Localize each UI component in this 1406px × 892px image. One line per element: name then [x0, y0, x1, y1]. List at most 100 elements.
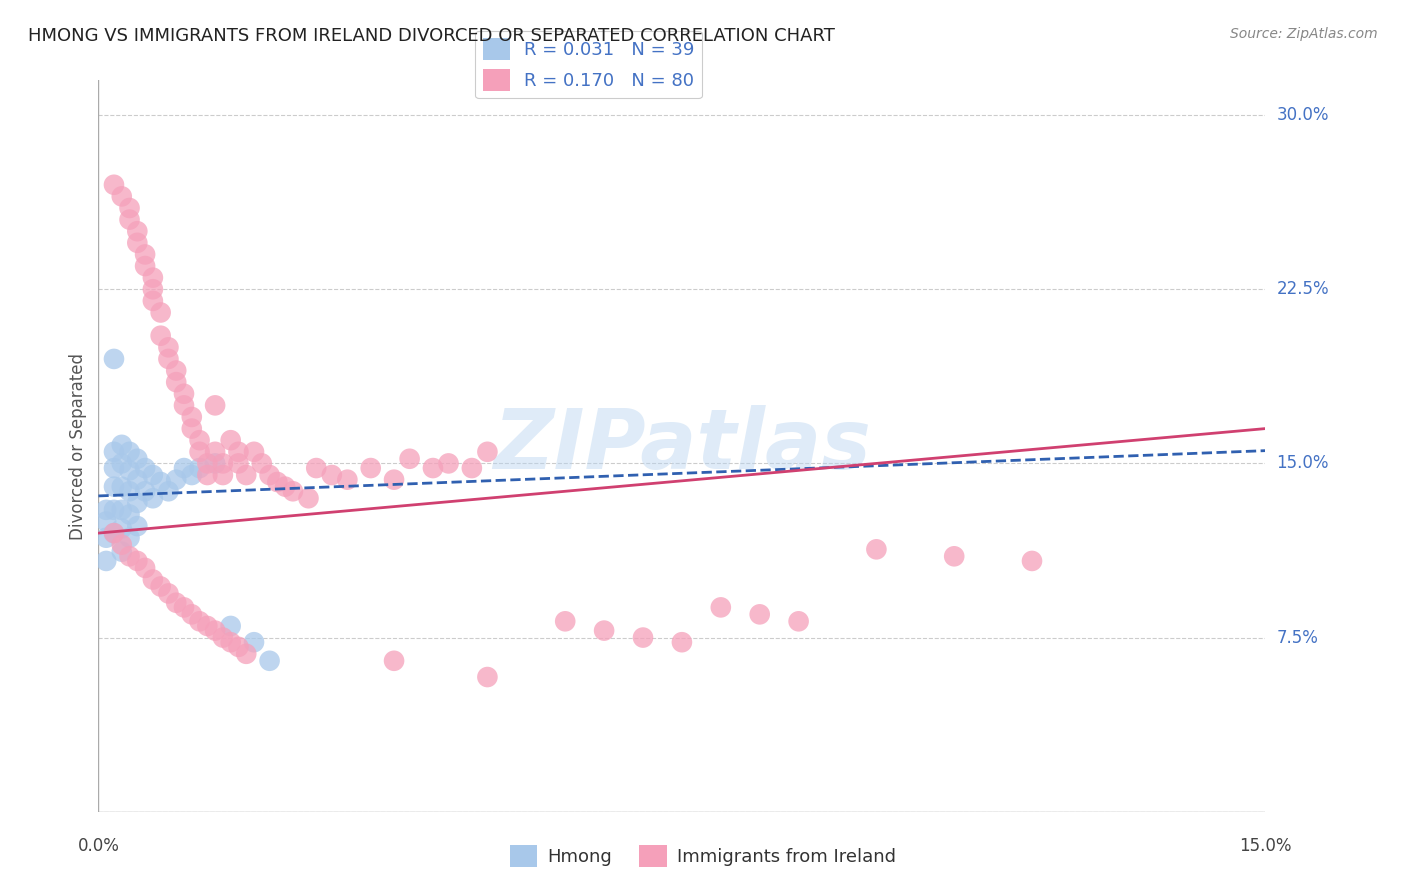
Point — [477, 670, 499, 684]
Point — [336, 473, 359, 487]
Point — [111, 544, 134, 558]
Point — [103, 526, 125, 541]
Point — [134, 461, 156, 475]
Point — [671, 635, 693, 649]
Point — [149, 475, 172, 489]
Point — [118, 531, 141, 545]
Point — [111, 457, 134, 471]
Point — [250, 457, 273, 471]
Point — [142, 293, 165, 308]
Point — [243, 445, 266, 459]
Point — [142, 468, 165, 483]
Point — [204, 398, 226, 412]
Point — [180, 607, 202, 622]
Point — [173, 461, 195, 475]
Point — [111, 538, 134, 552]
Point — [212, 457, 235, 471]
Point — [96, 515, 118, 529]
Point — [142, 270, 165, 285]
Point — [142, 282, 165, 296]
Point — [219, 635, 242, 649]
Point — [188, 445, 211, 459]
Point — [173, 398, 195, 412]
Point — [748, 607, 770, 622]
Y-axis label: Divorced or Separated: Divorced or Separated — [69, 352, 87, 540]
Point — [212, 631, 235, 645]
Point — [195, 468, 218, 483]
Text: Source: ZipAtlas.com: Source: ZipAtlas.com — [1230, 27, 1378, 41]
Point — [259, 468, 281, 483]
Text: ZIPatlas: ZIPatlas — [494, 406, 870, 486]
Point — [149, 579, 172, 593]
Point — [710, 600, 733, 615]
Point — [259, 654, 281, 668]
Point — [134, 259, 156, 273]
Point — [235, 468, 257, 483]
Point — [103, 445, 125, 459]
Point — [180, 421, 202, 435]
Point — [118, 445, 141, 459]
Point — [274, 480, 297, 494]
Point — [1021, 554, 1043, 568]
Point — [382, 473, 405, 487]
Point — [157, 340, 180, 354]
Point — [297, 491, 319, 506]
Text: 22.5%: 22.5% — [1277, 280, 1329, 298]
Point — [157, 586, 180, 600]
Point — [943, 549, 966, 564]
Point — [204, 445, 226, 459]
Point — [103, 526, 125, 541]
Legend: R = 0.031   N = 39, R = 0.170   N = 80: R = 0.031 N = 39, R = 0.170 N = 80 — [475, 31, 702, 98]
Point — [103, 503, 125, 517]
Text: 0.0%: 0.0% — [77, 837, 120, 855]
Point — [157, 351, 180, 366]
Text: 15.0%: 15.0% — [1277, 454, 1329, 473]
Point — [188, 461, 211, 475]
Point — [477, 445, 499, 459]
Point — [281, 484, 304, 499]
Point — [118, 484, 141, 499]
Point — [165, 375, 187, 389]
Point — [228, 640, 250, 654]
Point — [149, 328, 172, 343]
Point — [219, 619, 242, 633]
Point — [111, 480, 134, 494]
Text: HMONG VS IMMIGRANTS FROM IRELAND DIVORCED OR SEPARATED CORRELATION CHART: HMONG VS IMMIGRANTS FROM IRELAND DIVORCE… — [28, 27, 835, 45]
Point — [554, 615, 576, 629]
Point — [243, 635, 266, 649]
Point — [165, 596, 187, 610]
Point — [437, 457, 460, 471]
Point — [188, 615, 211, 629]
Point — [134, 561, 156, 575]
Point — [127, 519, 149, 533]
Point — [204, 624, 226, 638]
Point — [111, 438, 134, 452]
Point — [173, 600, 195, 615]
Point — [118, 508, 141, 522]
Point — [127, 235, 149, 250]
Point — [422, 461, 444, 475]
Point — [461, 461, 484, 475]
Point — [235, 647, 257, 661]
Point — [142, 573, 165, 587]
Point — [127, 451, 149, 466]
Point — [212, 468, 235, 483]
Point — [593, 624, 616, 638]
Legend: Hmong, Immigrants from Ireland: Hmong, Immigrants from Ireland — [502, 838, 904, 874]
Point — [111, 521, 134, 535]
Point — [382, 654, 405, 668]
Point — [321, 468, 343, 483]
Point — [111, 189, 134, 203]
Text: 30.0%: 30.0% — [1277, 106, 1329, 124]
Point — [111, 503, 134, 517]
Point — [188, 433, 211, 447]
Point — [142, 491, 165, 506]
Point — [134, 484, 156, 499]
Point — [118, 201, 141, 215]
Point — [360, 461, 382, 475]
Point — [165, 473, 187, 487]
Point — [127, 473, 149, 487]
Point — [228, 457, 250, 471]
Point — [787, 615, 810, 629]
Point — [103, 178, 125, 192]
